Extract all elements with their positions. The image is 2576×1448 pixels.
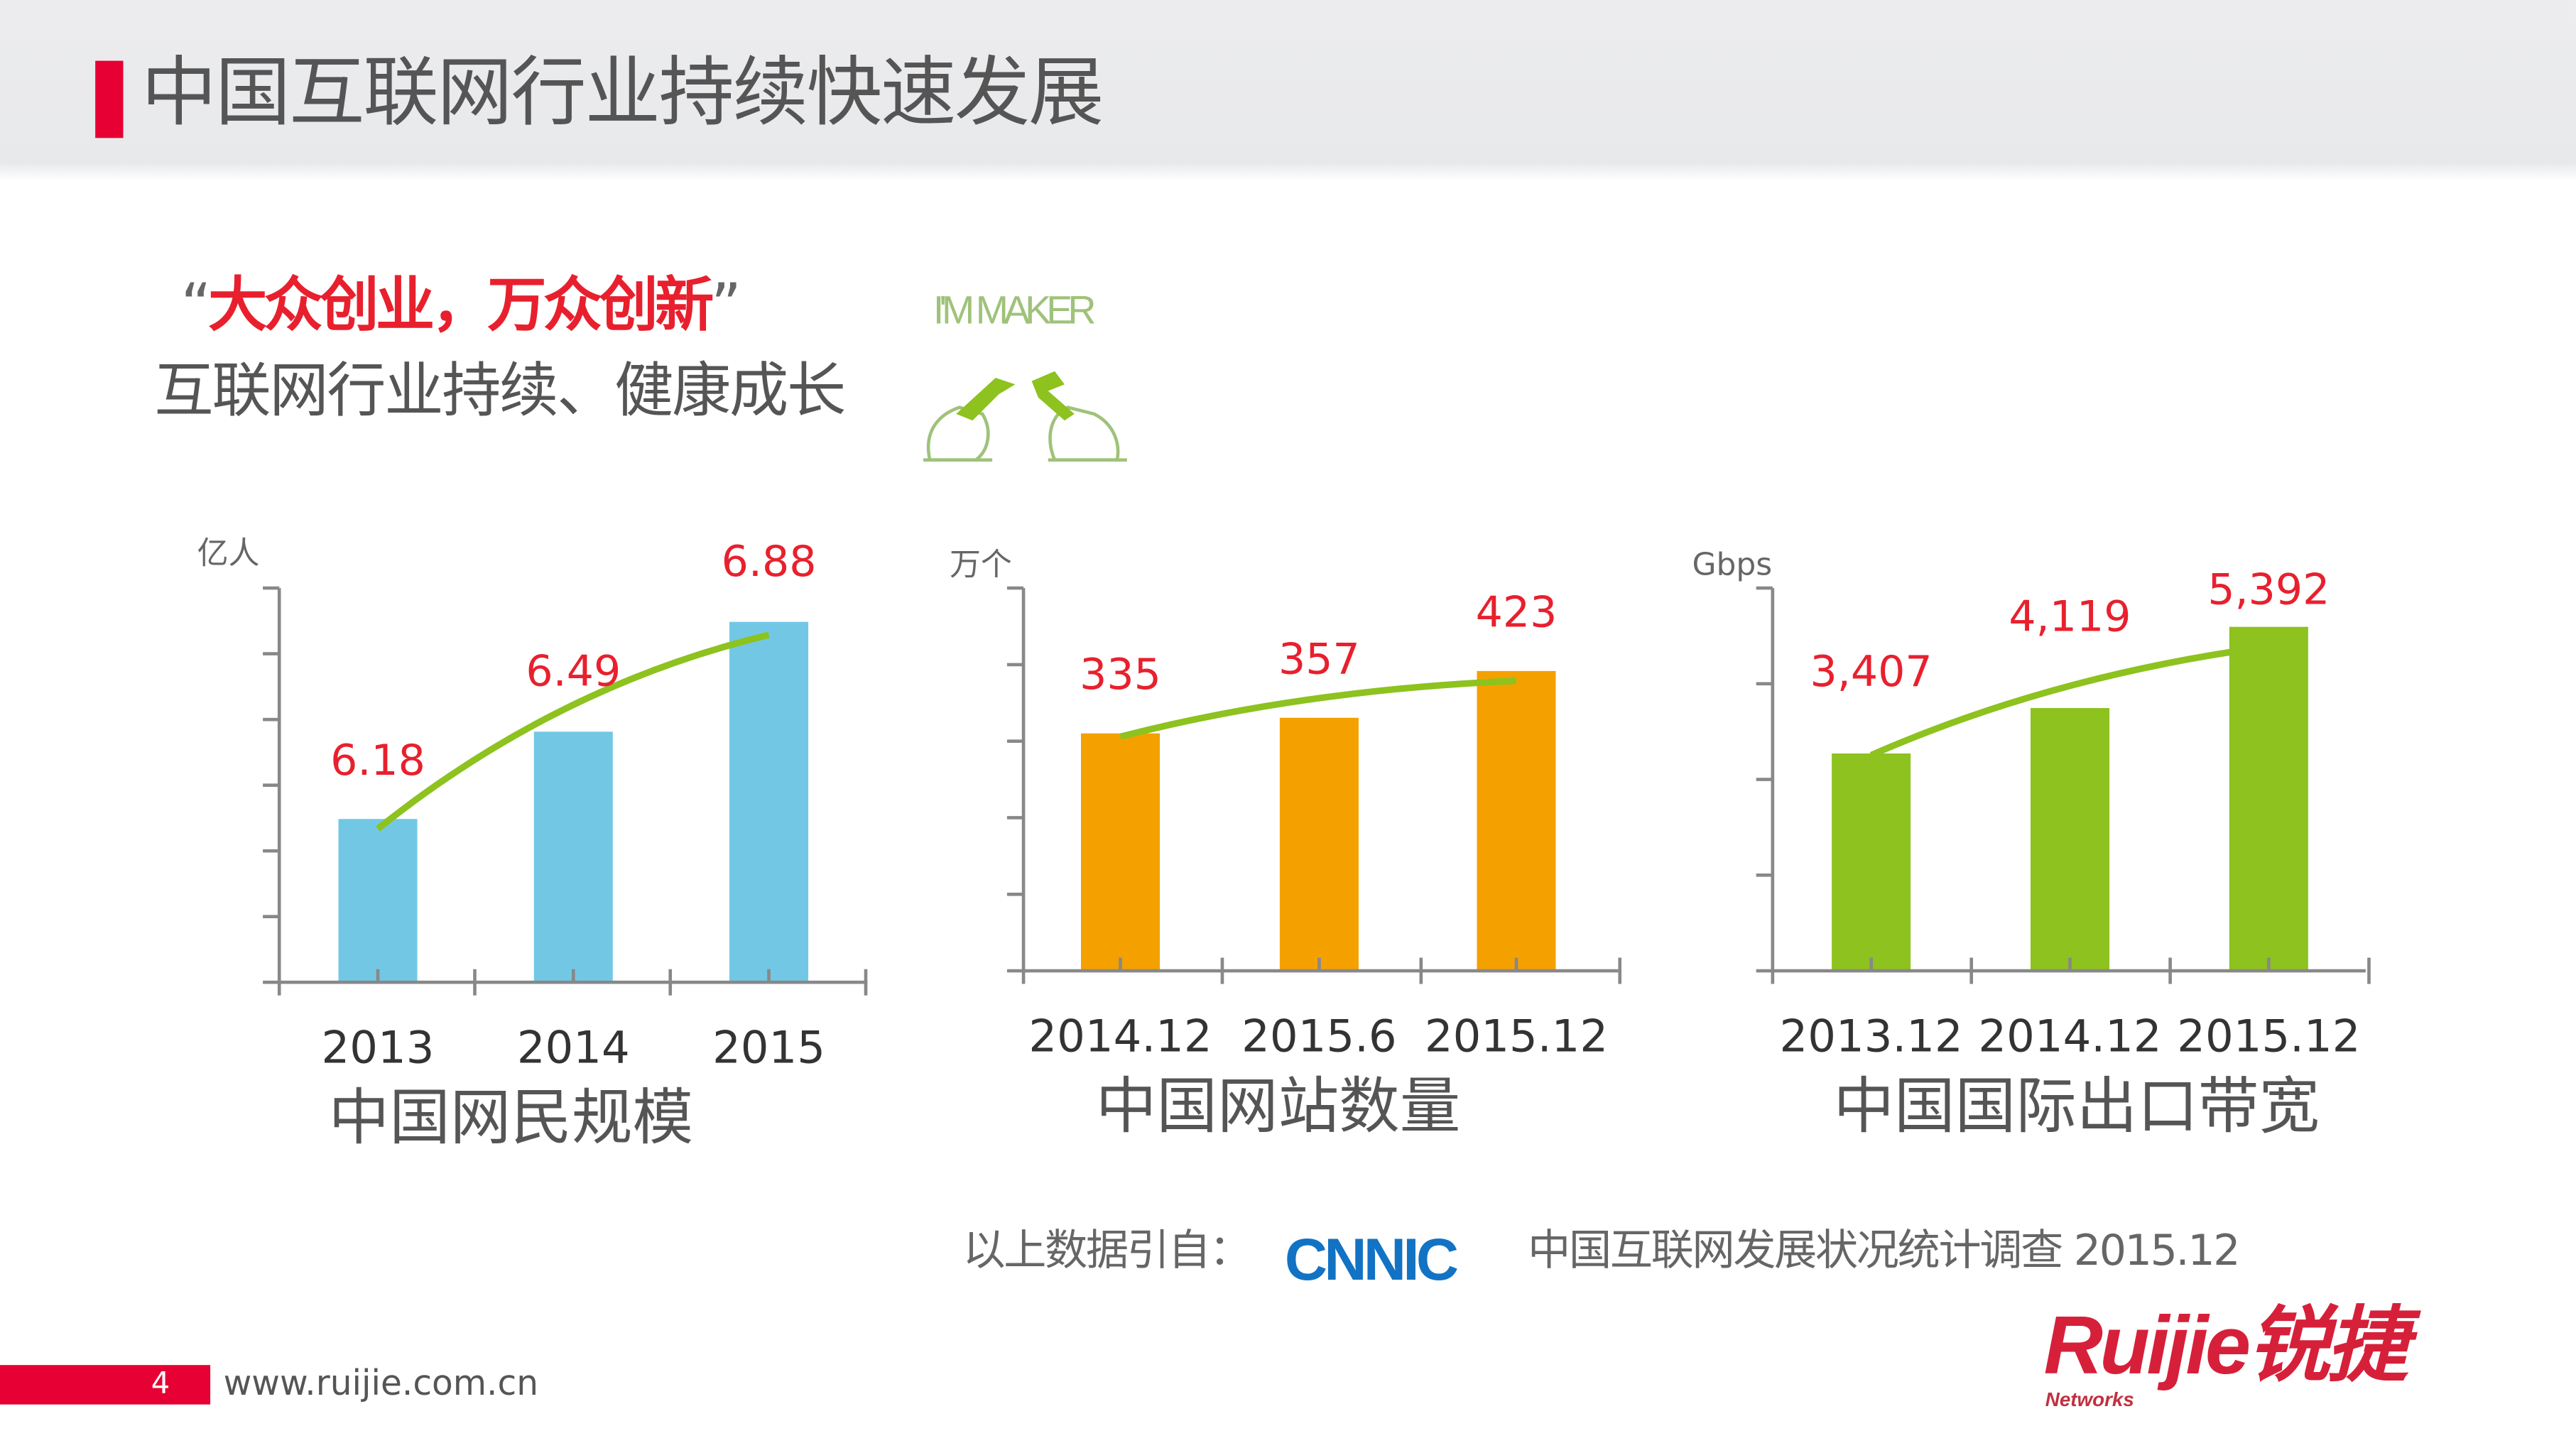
data-label: 5,392 — [2207, 565, 2330, 614]
bar-2015.12 — [1477, 670, 1556, 971]
close-quote: ” — [710, 272, 741, 340]
bar-2013.12 — [1832, 753, 1911, 971]
page-title: 中国互联网行业持续快速发展 — [141, 48, 1104, 136]
trend-line — [376, 631, 770, 832]
category-label: 2015.12 — [2177, 1010, 2360, 1062]
data-label: 357 — [1278, 634, 1360, 684]
bar-2014.12 — [1081, 733, 1161, 971]
trend-line — [1869, 643, 2270, 758]
chart-1: 亿人 6.18 6.49 6.88 2013 2014 2015 中国网民规模 — [197, 535, 868, 1153]
chart-3: Gbps 3,407 4,119 5,392 2013.12 2014.12 2015.12… — [1692, 547, 2371, 1142]
page-number-bar — [0, 1365, 211, 1405]
chart-title: 中国网民规模 — [329, 1083, 693, 1153]
chart-title: 中国国际出口带宽 — [1833, 1072, 2320, 1142]
ruijie-logo-sub: Networks — [2045, 1388, 2134, 1411]
data-label: 3,407 — [1810, 647, 1933, 697]
y-axis-unit: Gbps — [1692, 547, 1772, 583]
bar-2014 — [533, 731, 613, 983]
trend-line — [1119, 677, 1517, 740]
category-label: 2014.12 — [1978, 1010, 2161, 1062]
bar-2013 — [338, 819, 418, 983]
data-label: 335 — [1080, 650, 1161, 699]
data-label: 423 — [1476, 587, 1558, 637]
bar-2015 — [729, 621, 809, 983]
data-label: 6.18 — [330, 736, 425, 785]
hands-with-tools-icon — [917, 365, 1134, 474]
slogan: “大众创业，万众创新” — [180, 272, 741, 341]
open-quote: “ — [180, 272, 211, 340]
source-prefix: 以上数据引自： — [962, 1226, 1251, 1277]
y-axis-unit: 亿人 — [197, 535, 260, 571]
page-number: 4 — [151, 1366, 170, 1402]
category-label: 2014 — [517, 1022, 630, 1074]
category-label: 2013 — [322, 1022, 435, 1074]
chart-title: 中国网站数量 — [1096, 1072, 1460, 1142]
category-label: 2015.12 — [1425, 1010, 1608, 1062]
chart-2: 万个 335 357 423 2014.12 2015.6 2015.12 中国网站数量 — [950, 547, 1622, 1142]
y-axis-unit: 万个 — [950, 547, 1012, 583]
title-accent-bar — [95, 60, 124, 138]
ruijie-logo: Ruijie锐捷 — [2043, 1299, 2408, 1392]
category-label: 2015.6 — [1241, 1010, 1396, 1062]
source-text: 中国互联网发展状况统计调查 2015.12 — [1528, 1226, 2240, 1277]
header-shadow — [0, 164, 2576, 181]
data-label: 6.49 — [526, 647, 621, 697]
cnnic-logo: CNNIC — [1284, 1225, 1459, 1293]
website-link[interactable]: www.ruijie.com.cn — [223, 1363, 539, 1403]
header-band — [0, 0, 2576, 165]
data-label: 6.88 — [722, 537, 817, 587]
category-label: 2013.12 — [1780, 1010, 1963, 1062]
bar-2015.6 — [1279, 717, 1359, 971]
bar-2014.12 — [2030, 708, 2110, 971]
category-label: 2014.12 — [1028, 1010, 1212, 1062]
slogan-text: 大众创业，万众创新 — [207, 272, 714, 340]
maker-logo-text: I'M MAKER — [933, 289, 1097, 334]
data-label: 4,119 — [2009, 592, 2131, 641]
slogan-subtitle: 互联网行业持续、健康成长 — [154, 358, 846, 426]
category-label: 2015 — [712, 1022, 825, 1074]
bar-2015.12 — [2229, 626, 2308, 971]
